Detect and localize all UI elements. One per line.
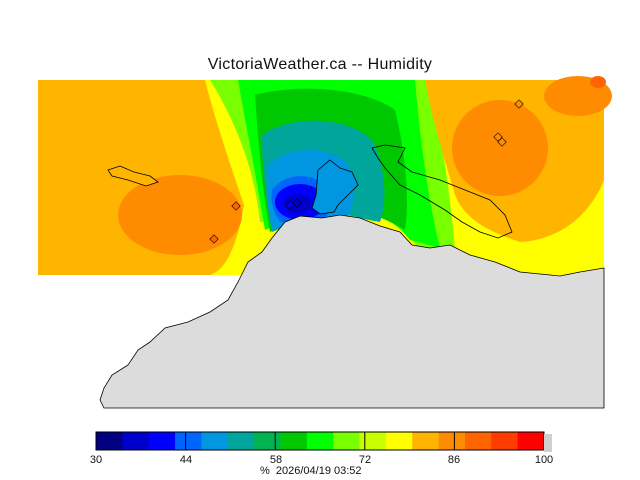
lake-outline: [107, 165, 159, 187]
peninsula-coastline: [371, 144, 513, 239]
station-markers: [209, 99, 524, 244]
colorbar-swatch: [464, 432, 492, 450]
land-mass: [99, 214, 605, 409]
colorbar-swatch: [412, 432, 440, 450]
colorbar-swatch: [201, 432, 229, 450]
colorbar-tick-label: 58: [269, 454, 283, 466]
colorbar-swatch: [148, 432, 176, 450]
colorbar-tick-label: 30: [89, 454, 103, 466]
colorbar-swatch: [122, 432, 150, 450]
station-marker: [285, 200, 295, 210]
station-marker: [514, 99, 524, 109]
contour-darkorange-right: [452, 100, 548, 196]
station-marker: [209, 234, 219, 244]
timestamp: 2026/04/19 03:52: [275, 465, 362, 477]
station-marker: [497, 137, 507, 147]
island-coastline: [311, 159, 359, 215]
contour-darkorange-left: [118, 175, 242, 255]
station-marker: [231, 201, 241, 211]
colorbar-tick-label: 100: [534, 454, 554, 466]
colorbar-swatch: [175, 432, 202, 450]
station-marker: [493, 132, 503, 142]
chart-title: VictoriaWeather.ca -- Humidity: [207, 56, 433, 73]
colorbar-shadow: [544, 434, 552, 452]
humidity-field: [38, 76, 612, 275]
colorbar-tick-label: 72: [358, 454, 372, 466]
colorbar-swatch: [517, 432, 545, 450]
unit-label: %: [260, 465, 270, 477]
colorbar-swatch: [306, 432, 334, 450]
colorbar: [95, 432, 545, 450]
colorbar-footer: % 2026/04/19 03:52: [260, 465, 362, 477]
contour-red-ne: [590, 76, 606, 88]
colorbar-swatch: [227, 432, 255, 450]
colorbar-tick-label: 44: [179, 454, 193, 466]
colorbar-swatch: [96, 432, 123, 450]
colorbar-tick-label: 86: [447, 454, 461, 466]
station-marker: [292, 198, 302, 208]
colorbar-swatch: [254, 432, 281, 450]
colorbar-swatch: [385, 432, 413, 450]
colorbar-swatch: [359, 432, 387, 450]
colorbar-swatch: [438, 432, 466, 450]
colorbar-swatch: [491, 432, 519, 450]
colorbar-swatch: [280, 432, 308, 450]
colorbar-swatch: [333, 432, 361, 450]
